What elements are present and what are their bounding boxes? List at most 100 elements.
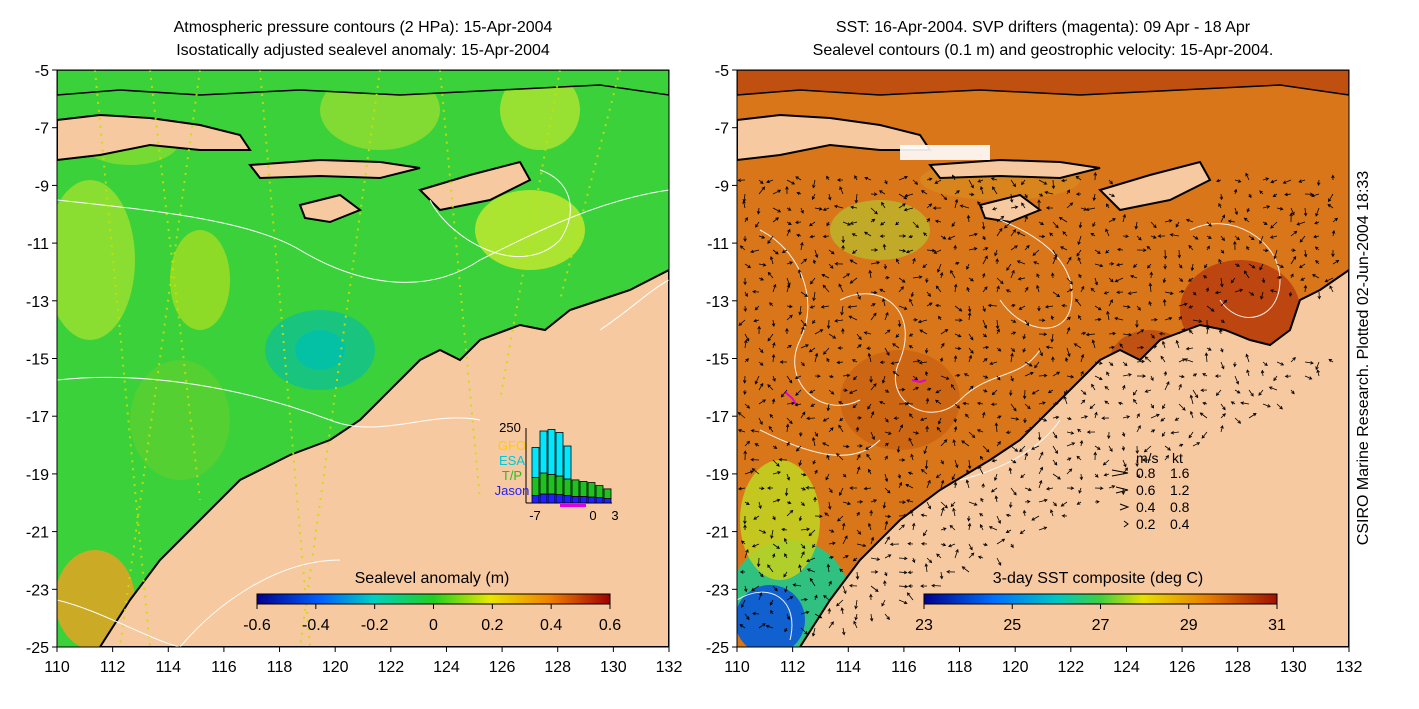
velocity-arrow: [836, 360, 844, 365]
velocity-legend-kt: 1.6: [1170, 465, 1190, 481]
velocity-arrow: [1296, 221, 1306, 226]
velocity-arrow: [800, 319, 807, 327]
velocity-arrow: [1061, 178, 1068, 183]
velocity-arrow: [934, 179, 942, 184]
velocity-arrow: [1033, 261, 1040, 265]
right-sumba: [978, 193, 1043, 224]
velocity-arrow: [1024, 286, 1029, 293]
velocity-arrow: [772, 543, 780, 549]
velocity-arrow: [784, 585, 788, 593]
velocity-arrow: [1066, 468, 1073, 475]
velocity-arrow: [856, 500, 864, 504]
velocity-arrow: [1262, 221, 1268, 225]
colorbar-tick-label: -0.6: [243, 617, 271, 634]
velocity-arrow: [863, 331, 872, 335]
y-tick-label: -15: [706, 352, 729, 369]
velocity-arrow: [1276, 275, 1283, 280]
inset-bar-jason: [587, 496, 596, 504]
velocity-arrow: [926, 248, 936, 253]
velocity-arrow: [919, 329, 928, 335]
x-tick-label: 116: [891, 659, 917, 676]
velocity-arrow: [1162, 298, 1167, 307]
velocity-arrow: [1052, 473, 1061, 480]
velocity-arrow: [1331, 249, 1335, 258]
velocity-arrow: [786, 221, 792, 225]
velocity-arrow: [1036, 284, 1040, 293]
velocity-arrow: [1094, 361, 1103, 365]
velocity-arrow: [750, 249, 760, 254]
velocity-arrow: [812, 259, 817, 265]
velocity-arrow: [828, 193, 832, 201]
left-colorbar: Sealevel anomaly (m) -0.6 -0.4 -0.2 0 0.2 0.4…: [243, 570, 621, 634]
velocity-arrow: [1148, 282, 1153, 293]
velocity-arrow: [1010, 375, 1014, 382]
velocity-arrow: [836, 453, 844, 461]
inset-bar-jason: [531, 495, 540, 504]
velocity-arrow: [756, 557, 761, 568]
velocity-arrow: [1234, 389, 1241, 394]
velocity-arrow: [1215, 389, 1222, 397]
velocity-arrow: [1290, 230, 1298, 237]
velocity-arrow: [940, 375, 950, 380]
x-tick-label: 114: [836, 659, 862, 676]
velocity-arrow: [1136, 359, 1146, 364]
velocity-arrow: [899, 234, 907, 238]
velocity-arrow: [814, 249, 819, 259]
velocity-arrow: [808, 529, 816, 537]
velocity-arrow: [867, 352, 872, 363]
velocity-arrow: [1234, 375, 1239, 385]
velocity-arrow: [794, 402, 802, 407]
velocity-arrow: [884, 520, 889, 531]
velocity-arrow: [744, 501, 750, 506]
velocity-arrow: [926, 203, 933, 209]
velocity-arrow: [795, 389, 802, 396]
velocity-arrow: [1189, 394, 1194, 405]
velocity-arrow: [1150, 345, 1158, 349]
velocity-arrow: [800, 551, 805, 559]
velocity-arrow: [1036, 273, 1040, 279]
velocity-arrow: [810, 403, 816, 407]
velocity-arrow: [907, 570, 914, 575]
velocity-arrow: [922, 263, 928, 268]
velocity-arrow: [1328, 358, 1334, 363]
velocity-arrow: [1243, 270, 1250, 279]
velocity-arrow: [1262, 361, 1268, 367]
velocity-arrow: [809, 577, 816, 587]
velocity-arrow: [1273, 249, 1278, 260]
velocity-arrow: [1066, 256, 1072, 265]
velocity-arrow: [1034, 361, 1040, 369]
velocity-arrow: [1005, 513, 1012, 518]
velocity-arrow: [870, 557, 881, 561]
velocity-arrow: [738, 319, 746, 326]
velocity-arrow: [982, 319, 988, 329]
velocity-arrow: [798, 515, 803, 522]
velocity-arrow: [1218, 258, 1222, 265]
left-title-line1: Atmospheric pressure contours (2 HPa): 1…: [174, 19, 553, 36]
velocity-arrow: [1230, 401, 1236, 405]
velocity-arrow: [744, 263, 752, 269]
velocity-arrow: [824, 512, 830, 517]
velocity-arrow: [1058, 216, 1068, 223]
x-tick-label: 118: [267, 659, 293, 676]
velocity-arrow: [1005, 430, 1012, 435]
velocity-arrow: [1066, 202, 1074, 209]
inset-bar-esa: [563, 445, 572, 480]
velocity-arrow: [1150, 403, 1155, 409]
velocity-arrow: [1178, 443, 1184, 448]
velocity-arrow: [1104, 385, 1110, 391]
velocity-arrow: [920, 542, 928, 546]
velocity-arrow: [934, 219, 942, 224]
velocity-arrow: [753, 319, 760, 323]
velocity-arrow: [1162, 340, 1166, 349]
velocity-arrow: [1044, 304, 1054, 309]
velocity-arrow: [1148, 300, 1152, 307]
velocity-arrow: [1038, 479, 1043, 489]
velocity-arrow: [1010, 205, 1019, 210]
velocity-arrow: [898, 599, 908, 605]
velocity-arrow: [1230, 277, 1236, 284]
velocity-arrow: [1114, 277, 1124, 283]
velocity-arrow: [1135, 459, 1139, 467]
velocity-arrow: [1260, 369, 1265, 377]
velocity-arrow: [826, 319, 831, 330]
velocity-arrow: [814, 514, 823, 518]
